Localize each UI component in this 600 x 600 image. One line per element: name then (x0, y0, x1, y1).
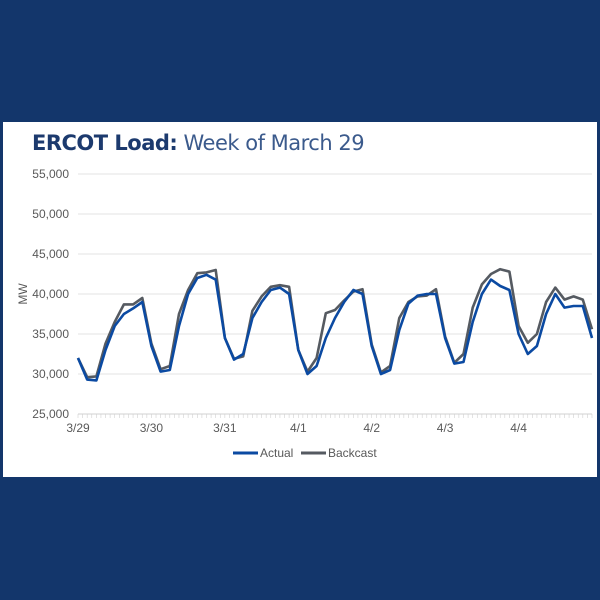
series-line-actual (76, 273, 594, 382)
x-tick-label: 3/29 (66, 421, 90, 435)
x-tick-label: 3/30 (140, 421, 164, 435)
legend-label-backcast: Backcast (328, 446, 377, 460)
title-bold: ERCOT Load: (32, 131, 178, 155)
y-axis-label: MW (16, 283, 30, 305)
y-tick-label: 45,000 (32, 247, 69, 261)
x-tick-label: 3/31 (213, 421, 237, 435)
y-tick-label: 30,000 (32, 367, 69, 381)
series-line-backcast (76, 267, 594, 379)
x-tick-label: 4/1 (290, 421, 307, 435)
y-tick-label: 55,000 (32, 167, 69, 181)
x-tick-label: 4/3 (437, 421, 454, 435)
y-tick-label: 25,000 (32, 407, 69, 421)
legend-label-actual: Actual (260, 446, 293, 460)
chart-panel (3, 122, 597, 477)
x-tick-label: 4/4 (510, 421, 527, 435)
title-rest: Week of March 29 (183, 131, 365, 155)
chart-title: ERCOT Load: Week of March 29 (32, 131, 365, 155)
y-tick-label: 35,000 (32, 327, 69, 341)
x-tick-label: 4/2 (363, 421, 380, 435)
y-tick-label: 40,000 (32, 287, 69, 301)
y-tick-label: 50,000 (32, 207, 69, 221)
